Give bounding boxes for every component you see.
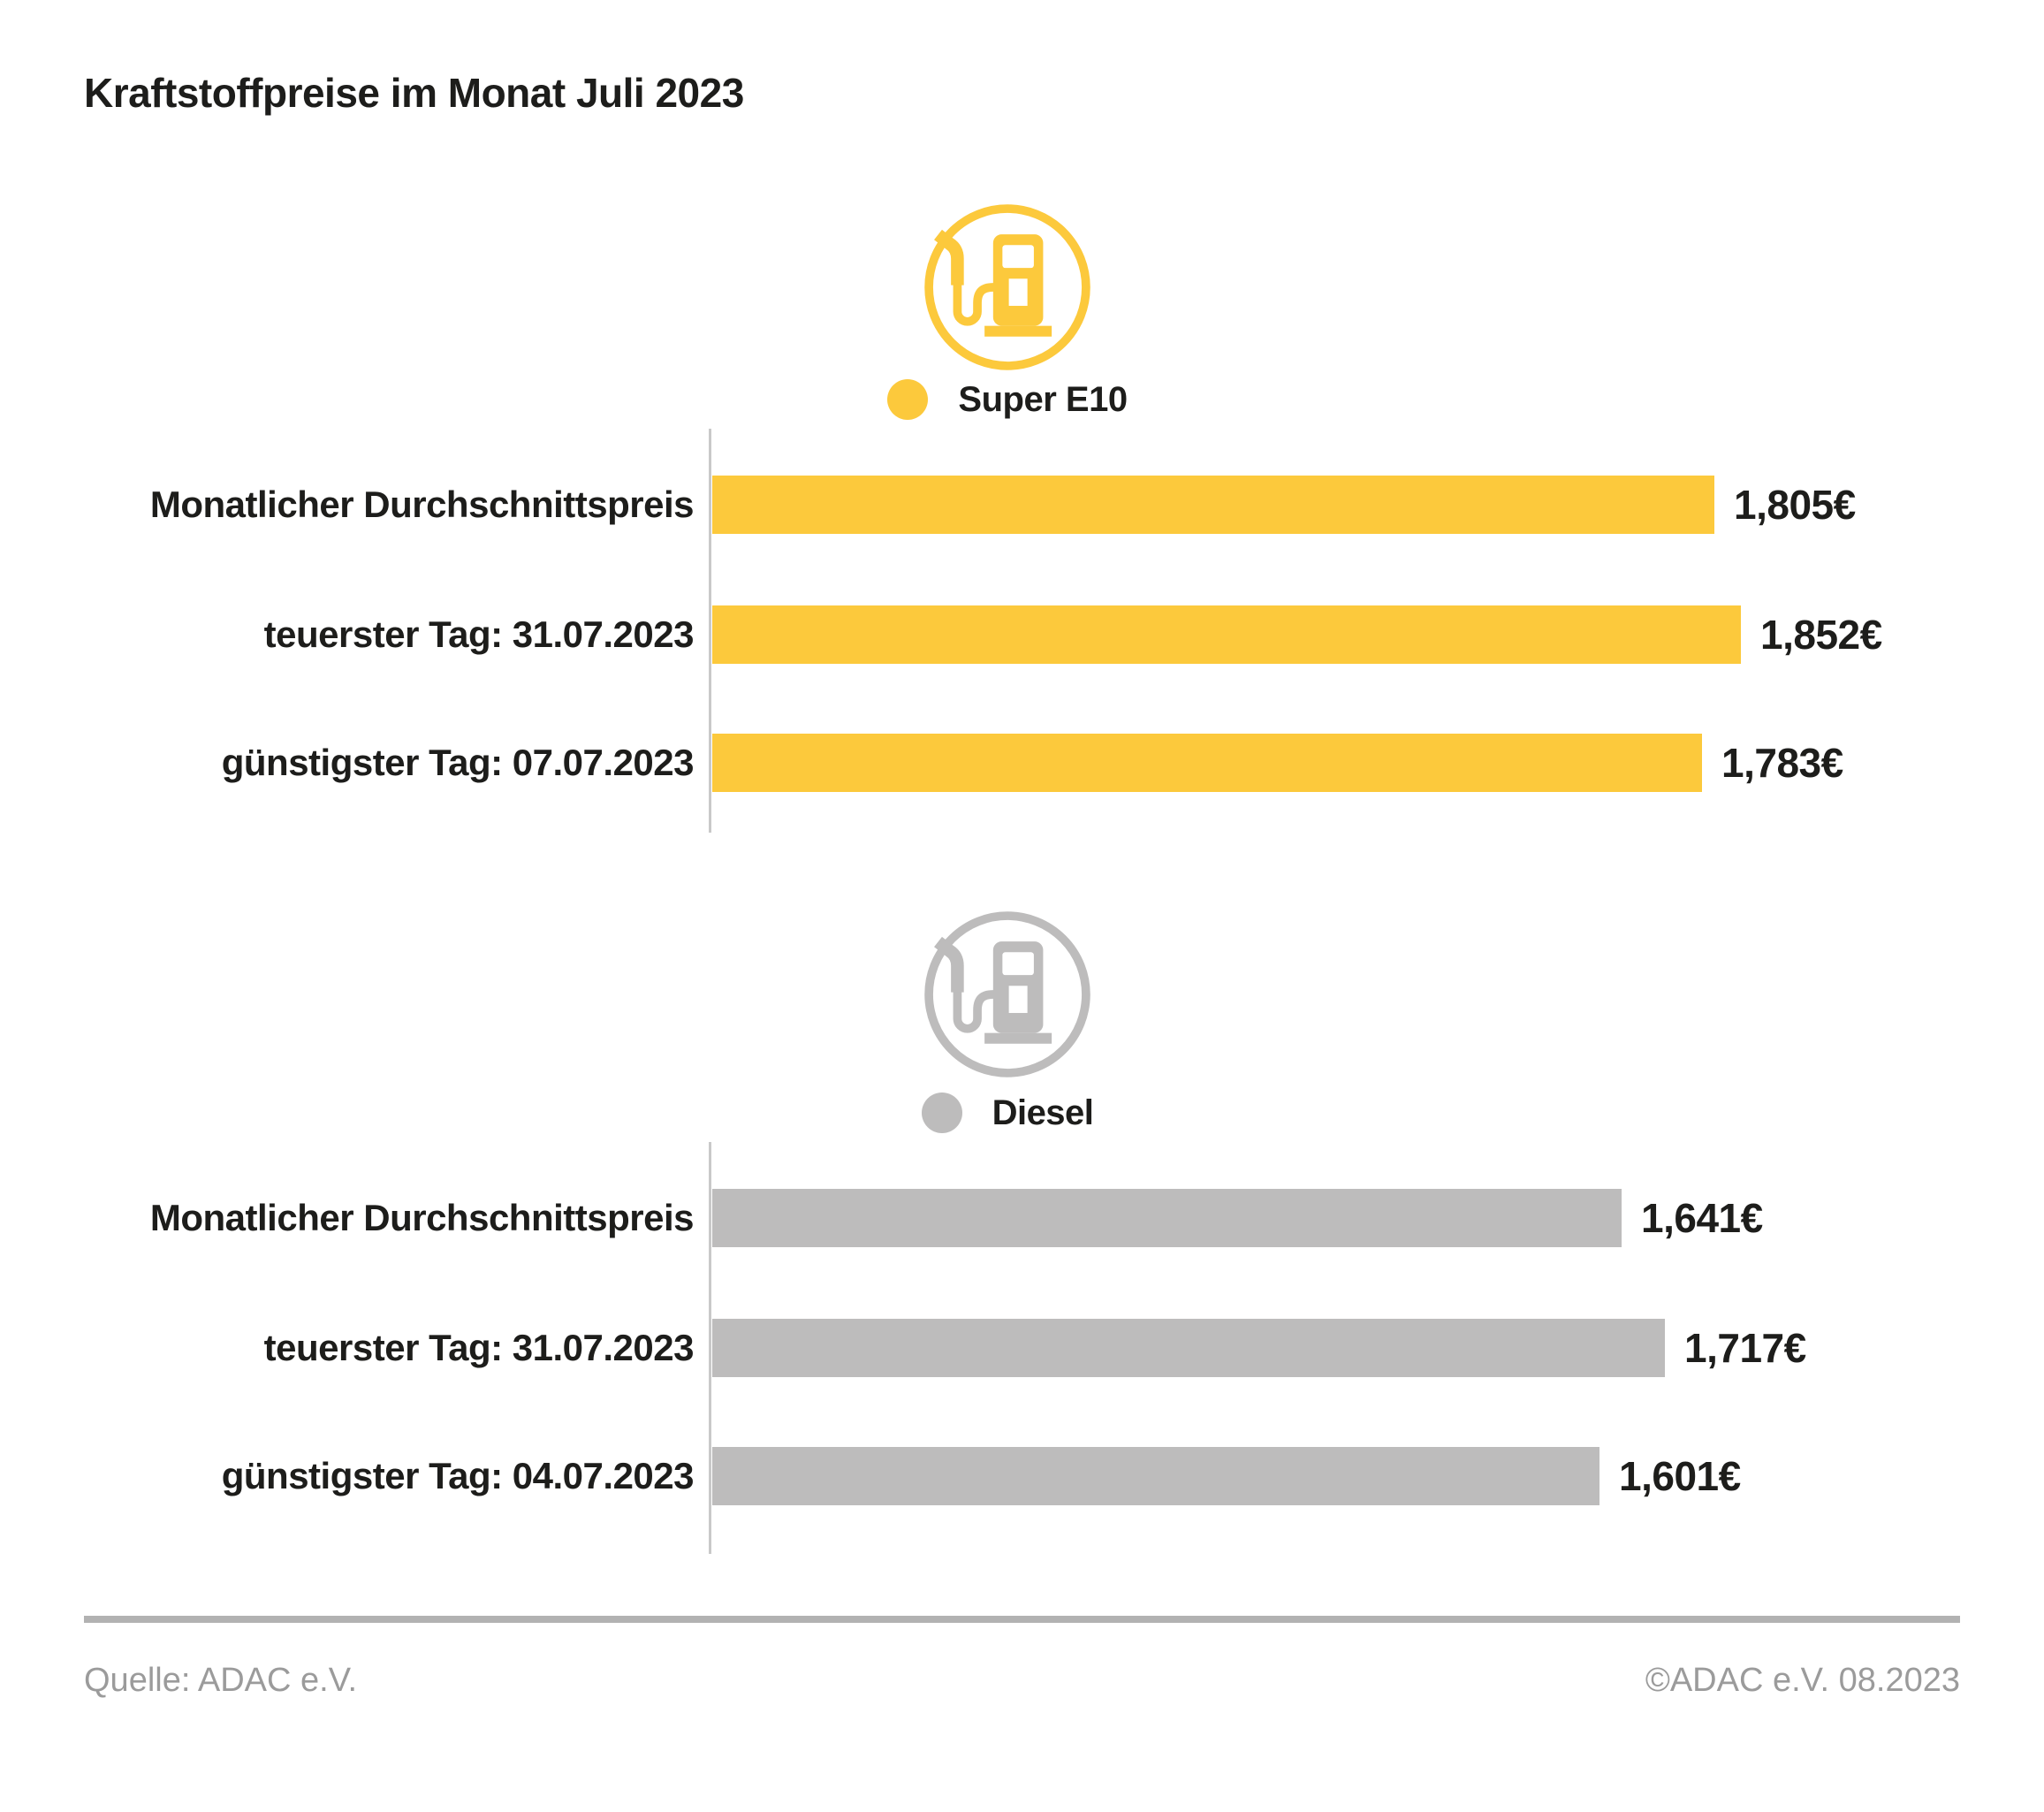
bar-super-avg — [712, 476, 1714, 534]
fuel-pump-icon — [922, 909, 1093, 1080]
axis-line — [709, 1142, 711, 1554]
legend-dot-super-e10 — [887, 379, 929, 420]
bar-diesel-min — [712, 1447, 1599, 1505]
row-label: Monatlicher Durchschnittspreis — [149, 483, 695, 525]
bar-super-max — [712, 605, 1741, 664]
row-label: günstigster Tag: 04.07.2023 — [221, 1455, 695, 1496]
chart-row: teuerster Tag: 31.07.2023 1,717€ — [0, 1319, 2044, 1377]
legend-super-e10: Super E10 — [0, 376, 2015, 423]
chart-super-e10: Monatlicher Durchschnittspreis 1,805€ te… — [0, 429, 2044, 833]
row-label: Monatlicher Durchschnittspreis — [149, 1197, 695, 1238]
footer-divider — [84, 1616, 1960, 1623]
bar-diesel-avg — [712, 1189, 1622, 1247]
legend-label-super-e10: Super E10 — [958, 379, 1128, 419]
bar-value: 1,805€ — [1734, 482, 1856, 528]
chart-diesel: Monatlicher Durchschnittspreis 1,641€ te… — [0, 1142, 2044, 1554]
legend-diesel: Diesel — [0, 1089, 2015, 1137]
bar-value: 1,852€ — [1760, 612, 1882, 658]
row-label: teuerster Tag: 31.07.2023 — [263, 1327, 695, 1368]
row-label: günstigster Tag: 07.07.2023 — [221, 742, 695, 783]
legend-dot-diesel — [921, 1093, 962, 1133]
chart-row: günstigster Tag: 04.07.2023 1,601€ — [0, 1447, 2044, 1505]
chart-row: Monatlicher Durchschnittspreis 1,805€ — [0, 476, 2044, 534]
copyright-note: ©ADAC e.V. 08.2023 — [1645, 1662, 1960, 1699]
legend-label-diesel: Diesel — [992, 1093, 1094, 1132]
chart-row: Monatlicher Durchschnittspreis 1,641€ — [0, 1189, 2044, 1247]
fuel-pump-icon — [922, 202, 1093, 373]
bar-value: 1,783€ — [1721, 740, 1843, 786]
source-note: Quelle: ADAC e.V. — [84, 1662, 358, 1699]
bar-value: 1,717€ — [1684, 1325, 1806, 1371]
bar-super-min — [712, 734, 1702, 792]
page-title: Kraftstoffpreise im Monat Juli 2023 — [84, 70, 744, 116]
axis-line — [709, 429, 711, 833]
chart-row: teuerster Tag: 31.07.2023 1,852€ — [0, 605, 2044, 664]
bar-diesel-max — [712, 1319, 1665, 1377]
bar-value: 1,601€ — [1619, 1453, 1741, 1499]
chart-row: günstigster Tag: 07.07.2023 1,783€ — [0, 734, 2044, 792]
row-label: teuerster Tag: 31.07.2023 — [263, 613, 695, 655]
bar-value: 1,641€ — [1641, 1195, 1763, 1241]
